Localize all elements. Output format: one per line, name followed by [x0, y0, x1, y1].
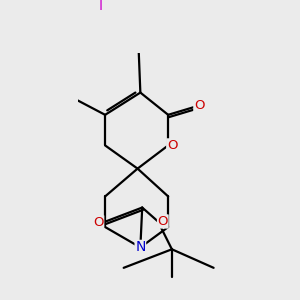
Text: O: O: [158, 215, 168, 228]
Text: O: O: [194, 99, 204, 112]
Text: O: O: [167, 139, 177, 152]
Text: N: N: [135, 240, 146, 254]
Text: O: O: [93, 216, 104, 229]
Text: I: I: [99, 0, 103, 13]
